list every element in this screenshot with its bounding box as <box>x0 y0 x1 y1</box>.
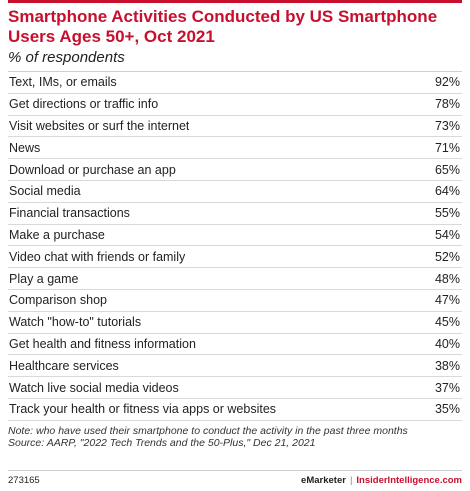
table-row: Financial transactions 55% <box>8 203 462 225</box>
row-label: Get health and fitness information <box>9 336 196 351</box>
row-label: Get directions or traffic info <box>9 97 159 112</box>
top-accent-rule <box>8 0 462 3</box>
row-value: 54% <box>434 227 460 242</box>
row-value: 78% <box>434 97 460 112</box>
row-label: Visit websites or surf the internet <box>9 118 190 133</box>
row-label: Make a purchase <box>9 227 105 242</box>
row-value: 55% <box>434 206 460 221</box>
row-value: 45% <box>434 315 460 330</box>
footer-branding: eMarketer | InsiderIntelligence.com <box>301 475 462 486</box>
row-value: 52% <box>434 249 460 264</box>
table-row: Track your health or fitness via apps or… <box>8 399 462 421</box>
row-label: News <box>9 140 41 155</box>
row-label: Healthcare services <box>9 358 119 373</box>
row-value: 64% <box>434 184 460 199</box>
table-row: Social media 64% <box>8 181 462 203</box>
table-row: Download or purchase an app 65% <box>8 159 462 181</box>
row-label: Text, IMs, or emails <box>9 75 117 90</box>
note-text: Note: who have used their smartphone to … <box>8 424 408 437</box>
footer-separator: | <box>349 474 353 486</box>
table-row: Healthcare services 38% <box>8 355 462 378</box>
row-value: 48% <box>434 271 460 286</box>
row-value: 37% <box>434 380 460 395</box>
table-row: Text, IMs, or emails 92% <box>8 72 462 94</box>
chart-subtitle: % of respondents <box>8 49 125 66</box>
table-row: News 71% <box>8 137 462 160</box>
row-value: 73% <box>434 118 460 133</box>
brand-insider-intelligence: InsiderIntelligence.com <box>356 474 462 486</box>
row-label: Watch live social media videos <box>9 380 179 395</box>
table-row: Watch live social media videos 37% <box>8 377 462 399</box>
brand-emarketer: eMarketer <box>301 474 346 486</box>
table-row: Visit websites or surf the internet 73% <box>8 116 462 138</box>
table-row: Get directions or traffic info 78% <box>8 94 462 116</box>
table-row: Get health and fitness information 40% <box>8 334 462 356</box>
chart-note: Note: who have used their smartphone to … <box>8 425 462 450</box>
table-row: Watch "how-to" tutorials 45% <box>8 312 462 334</box>
row-label: Video chat with friends or family <box>9 249 186 264</box>
table-row: Video chat with friends or family 52% <box>8 246 462 269</box>
row-label: Watch "how-to" tutorials <box>9 315 142 330</box>
data-table: Text, IMs, or emails 92% Get directions or… <box>8 71 462 421</box>
row-value: 35% <box>434 402 460 417</box>
chart-id: 273165 <box>8 474 40 486</box>
row-label: Play a game <box>9 271 79 286</box>
row-value: 71% <box>434 140 460 155</box>
source-text: Source: AARP, "2022 Tech Trends and the … <box>8 437 316 450</box>
footer: 273165 eMarketer | InsiderIntelligence.c… <box>8 470 462 487</box>
row-label: Comparison shop <box>9 293 107 308</box>
row-label: Social media <box>9 184 81 199</box>
row-value: 65% <box>434 162 460 177</box>
table-row: Make a purchase 54% <box>8 225 462 247</box>
chart-title: Smartphone Activities Conducted by US Sm… <box>8 7 438 46</box>
table-row: Comparison shop 47% <box>8 290 462 312</box>
row-label: Track your health or fitness via apps or… <box>9 402 277 417</box>
row-label: Financial transactions <box>9 206 130 221</box>
row-value: 92% <box>434 75 460 90</box>
row-value: 38% <box>434 358 460 373</box>
table-row: Play a game 48% <box>8 268 462 290</box>
row-value: 47% <box>434 293 460 308</box>
row-value: 40% <box>434 336 460 351</box>
row-label: Download or purchase an app <box>9 162 176 177</box>
